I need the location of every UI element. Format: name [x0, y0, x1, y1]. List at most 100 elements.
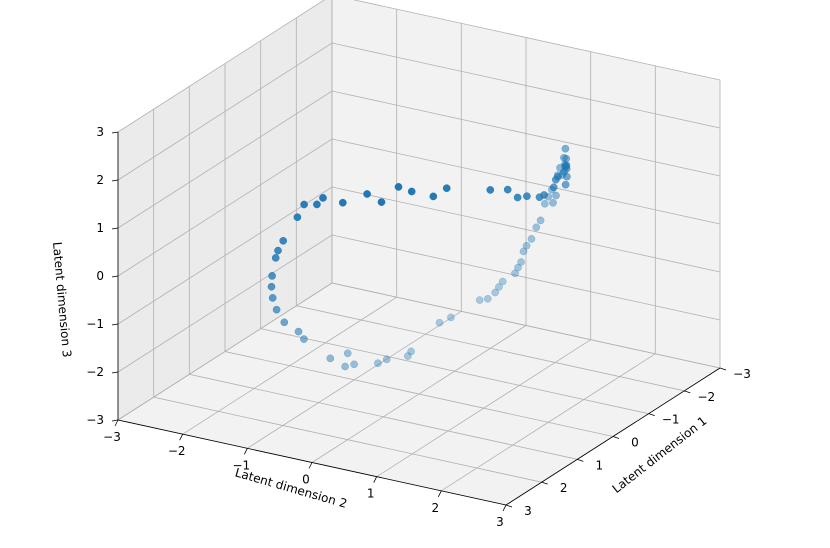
data-point	[300, 200, 308, 209]
data-point	[271, 254, 280, 262]
data-point	[374, 359, 382, 368]
data-point	[363, 190, 371, 198]
data-point	[491, 288, 500, 297]
z-tick	[111, 371, 119, 374]
data-point	[540, 191, 548, 199]
grid-line-z	[117, 42, 721, 181]
y-tick-label: −2	[168, 444, 186, 458]
data-point	[517, 258, 525, 266]
data-point	[553, 171, 562, 180]
y-tick	[179, 433, 184, 441]
y-tick	[114, 419, 119, 427]
tick-labels: −3 −3 −3 −2 −2 −2 −1 −1 −1 0 0 0 1 1 1 2 2 2 3 3 3	[86, 125, 751, 529]
data-point	[556, 163, 564, 172]
z-tick-label: 1	[96, 221, 104, 235]
data-point	[279, 236, 288, 245]
data-point	[319, 194, 327, 202]
x-tick	[648, 413, 655, 417]
z-tick	[111, 419, 119, 422]
z-tick-label: 3	[96, 125, 104, 139]
x-tick-label: −1	[662, 413, 680, 427]
data-point	[377, 198, 386, 206]
data-point	[350, 360, 358, 369]
data-point	[540, 199, 549, 208]
z-tick-label: −2	[86, 365, 104, 379]
x-tick	[577, 458, 584, 462]
data-point	[495, 283, 503, 291]
y-tick	[502, 504, 507, 512]
data-point	[268, 294, 277, 302]
data-point	[280, 318, 289, 327]
data-point	[552, 191, 560, 200]
z-tick	[111, 275, 119, 278]
data-point	[300, 335, 308, 343]
y-tick-label: 0	[302, 473, 310, 487]
y-tick-label: −3	[103, 430, 121, 444]
x-tick	[612, 436, 620, 439]
z-tick	[111, 227, 119, 230]
y-tick	[308, 462, 313, 469]
y-tick-label: 1	[367, 487, 375, 501]
x-tick-label: −2	[697, 390, 715, 404]
axis-lines	[111, 131, 727, 512]
data-point	[343, 349, 352, 358]
data-point	[382, 355, 391, 364]
grid-line-z	[117, 0, 721, 133]
data-point	[549, 198, 557, 207]
data-points	[267, 144, 571, 371]
grid-line-z	[117, 90, 721, 229]
data-point	[447, 313, 455, 322]
data-point	[267, 282, 276, 291]
x-tick	[541, 481, 548, 485]
x-tick-label: −3	[733, 367, 751, 381]
data-point	[536, 216, 545, 225]
z-tick-label: −1	[86, 317, 104, 331]
x-tick	[684, 390, 691, 394]
data-point	[274, 246, 282, 255]
z-tick	[111, 179, 119, 182]
data-point	[268, 272, 276, 280]
data-point	[544, 192, 553, 201]
data-point	[475, 296, 484, 304]
data-point	[394, 183, 403, 191]
z-tick	[111, 131, 119, 134]
data-point	[442, 184, 451, 193]
data-point	[407, 187, 416, 196]
data-point	[272, 305, 281, 314]
z-tick	[111, 323, 119, 326]
data-point	[498, 277, 507, 286]
x-tick-label: 3	[524, 504, 532, 518]
data-point	[558, 171, 567, 179]
data-point	[561, 144, 570, 153]
data-point	[483, 294, 492, 303]
x-tick-label: 1	[596, 458, 604, 472]
data-point	[513, 193, 522, 202]
data-point	[407, 347, 415, 356]
z-tick-label: 0	[96, 269, 104, 283]
z-tick-label: −3	[86, 413, 104, 427]
data-point	[429, 192, 438, 201]
data-point	[435, 318, 444, 327]
data-point	[560, 153, 568, 162]
data-point	[338, 198, 347, 207]
x-tick-label: 0	[631, 436, 639, 450]
data-point	[503, 185, 512, 194]
data-point	[293, 213, 302, 222]
y-tick	[437, 490, 442, 498]
x-tick	[505, 504, 513, 508]
data-point	[403, 352, 412, 360]
data-point	[341, 362, 349, 371]
data-point	[326, 354, 335, 363]
grid-line-y	[441, 65, 656, 492]
y-tick-label: 2	[432, 501, 440, 515]
z-axis-label: Latent dimension 3	[50, 241, 74, 358]
data-point	[511, 269, 519, 278]
y-tick	[373, 476, 378, 483]
y-axis-label: Latent dimension 2	[233, 465, 348, 510]
data-point	[549, 183, 558, 192]
data-point	[294, 327, 303, 336]
x-tick-label: 2	[560, 481, 568, 495]
data-point	[527, 235, 536, 243]
data-point	[486, 186, 495, 194]
